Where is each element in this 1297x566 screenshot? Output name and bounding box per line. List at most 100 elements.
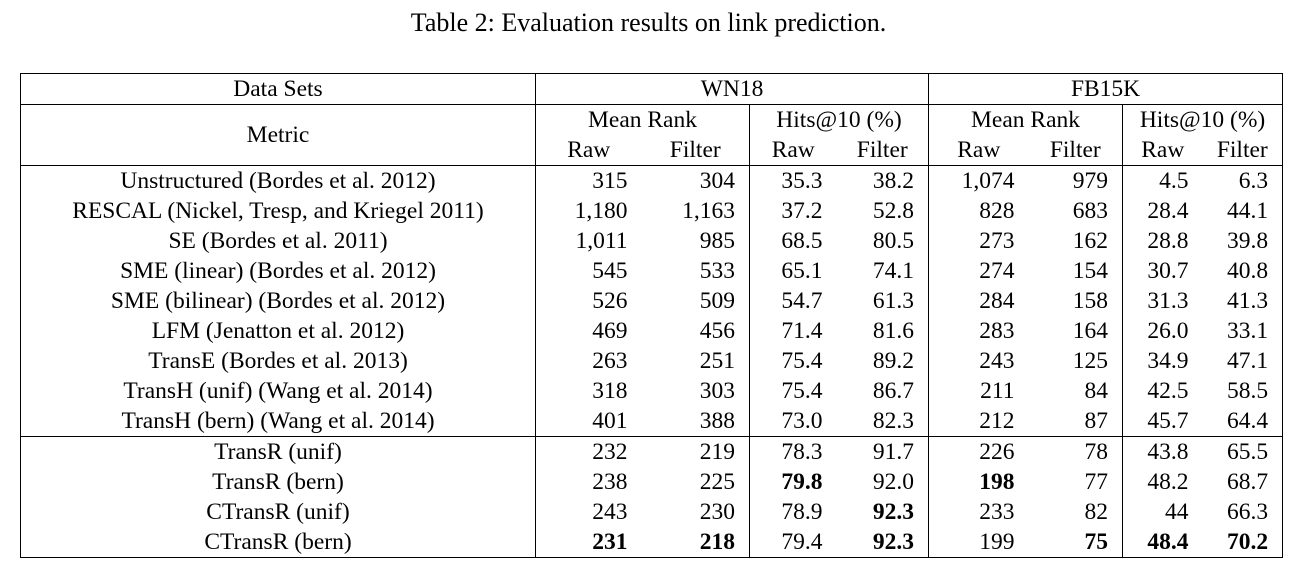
metric-value: 526 xyxy=(535,286,642,316)
metric-value: 65.1 xyxy=(749,256,837,286)
metric-value: 274 xyxy=(928,256,1029,286)
fb15k-header: FB15K xyxy=(928,73,1283,105)
metric-value: 284 xyxy=(928,286,1029,316)
method-name: SME (bilinear) (Bordes et al. 2012) xyxy=(110,288,446,314)
fb15k-hits-raw-header: Raw xyxy=(1122,135,1203,166)
metric-value: 232 xyxy=(535,436,642,467)
fb15k-hits-filter-header: Filter xyxy=(1216,137,1268,163)
table-row: Unstructured (Bordes et al. 2012) 315 304 3… xyxy=(20,165,1283,196)
metric-value: 1,074 xyxy=(928,165,1029,196)
table-row: TransR (bern) 238 225 79.8 92.0 198 77 48.2 68.7 xyxy=(21,467,1283,497)
metric-value: 251 xyxy=(699,348,735,374)
metric-value: 61.3 xyxy=(872,288,915,314)
fb15k-mr-raw-header: Raw xyxy=(928,135,1029,166)
wn18-hits-filter-header: Filter xyxy=(856,137,908,163)
metric-value: 91.7 xyxy=(836,436,929,467)
metric-value: 4.5 xyxy=(1122,165,1203,196)
table-row: TransH (bern) (Wang et al. 2014) 401 388 73… xyxy=(21,406,1283,437)
metric-value: 75 xyxy=(1084,529,1109,555)
metric-value: 230 xyxy=(699,499,735,525)
wn18-mean-rank-header: Mean Rank xyxy=(535,104,750,135)
fb15k-mean-rank-header: Mean Rank xyxy=(928,104,1123,135)
metric-value: 263 xyxy=(535,346,642,376)
metric-value: 77 xyxy=(1084,469,1109,495)
metric-value: 212 xyxy=(928,406,1029,437)
metric-value: 545 xyxy=(535,256,642,286)
results-table: Data Sets WN18 FB15K Metric Mean Rank Hi… xyxy=(20,73,1284,558)
metric-value: 79.4 xyxy=(749,527,837,558)
metric-value: 58.5 xyxy=(1226,378,1269,404)
metric-value: 42.5 xyxy=(1122,376,1203,406)
metric-value: 74.1 xyxy=(872,258,915,284)
metric-value: 243 xyxy=(535,497,642,527)
metric-value: 75.4 xyxy=(749,346,837,376)
method-name: SME (linear) (Bordes et al. 2012) xyxy=(120,258,436,284)
metric-value: 233 xyxy=(928,497,1029,527)
metric-value: 47.1 xyxy=(1226,348,1269,374)
metric-value: 40.8 xyxy=(1226,258,1269,284)
metric-value: 37.2 xyxy=(749,196,837,226)
metric-value: 31.3 xyxy=(1122,286,1203,316)
metric-value: 89.2 xyxy=(872,348,915,374)
metric-value: 154 xyxy=(1072,258,1109,284)
metric-value: 81.6 xyxy=(872,318,915,344)
metric-value: 79.8 xyxy=(749,467,837,497)
baseline-results: Unstructured (Bordes et al. 2012) 315 304 3… xyxy=(20,165,1283,437)
metric-value: 64.4 xyxy=(1226,408,1269,434)
metric-value: 683 xyxy=(1072,198,1109,224)
metric-value: 86.7 xyxy=(872,378,915,404)
metric-value: 78.3 xyxy=(749,436,837,467)
metric-value: 1,163 xyxy=(682,198,735,224)
method-name: CTransR (bern) xyxy=(204,529,352,555)
metric-value: 158 xyxy=(1072,288,1109,314)
metric-value: 73.0 xyxy=(749,406,837,437)
metric-value: 283 xyxy=(928,316,1029,346)
metric-value: 199 xyxy=(928,527,1029,558)
table-row: RESCAL (Nickel, Tresp, and Kriegel 2011)… xyxy=(21,196,1283,226)
method-name: TransE (Bordes et al. 2013) xyxy=(148,348,408,374)
metric-value: 80.5 xyxy=(872,228,915,254)
metric-value: 82 xyxy=(1084,499,1109,525)
metric-value: 273 xyxy=(928,226,1029,256)
metric-value: 26.0 xyxy=(1122,316,1203,346)
metric-value: 44 xyxy=(1122,497,1203,527)
method-name: Unstructured (Bordes et al. 2012) xyxy=(20,165,536,196)
metric-value: 509 xyxy=(699,288,735,314)
metric-value: 43.8 xyxy=(1122,436,1203,467)
method-name: RESCAL (Nickel, Tresp, and Kriegel 2011) xyxy=(72,198,484,224)
metric-value: 456 xyxy=(699,318,735,344)
metric-value: 125 xyxy=(1072,348,1109,374)
metric-value: 985 xyxy=(699,228,735,254)
metric-value: 304 xyxy=(641,165,750,196)
metric-value: 39.8 xyxy=(1226,228,1269,254)
method-name: TransR (bern) xyxy=(212,469,344,495)
metric-value: 164 xyxy=(1072,318,1109,344)
metric-value: 87 xyxy=(1084,408,1109,434)
method-name: LFM (Jenatton et al. 2012) xyxy=(151,318,405,344)
metric-value: 198 xyxy=(928,467,1029,497)
metric-value: 243 xyxy=(928,346,1029,376)
metric-value: 318 xyxy=(535,376,642,406)
method-name: CTransR (unif) xyxy=(206,499,350,525)
metric-value: 238 xyxy=(535,467,642,497)
metric-value: 41.3 xyxy=(1226,288,1269,314)
table-row: TransR (unif) 232 219 78.3 91.7 226 78 43.8 65.5 xyxy=(20,436,1283,467)
metric-value: 92.0 xyxy=(872,469,915,495)
table-caption: Table 2: Evaluation results on link pred… xyxy=(410,8,887,37)
metric-value: 52.8 xyxy=(872,198,915,224)
metric-value: 75.4 xyxy=(749,376,837,406)
method-name: TransH (unif) (Wang et al. 2014) xyxy=(123,378,433,404)
table-row: SME (linear) (Bordes et al. 2012) 545 533 6… xyxy=(21,256,1283,286)
table-row: CTransR (unif) 243 230 78.9 92.3 233 82 44 66.3 xyxy=(21,497,1283,527)
wn18-hits10-header: Hits@10 (%) xyxy=(748,104,929,135)
metric-value: 44.1 xyxy=(1226,198,1269,224)
table-row: SE (Bordes et al. 2011) 1,011 985 68.5 80.5 2… xyxy=(21,226,1283,256)
metric-value: 828 xyxy=(928,196,1029,226)
metric-value: 533 xyxy=(699,258,735,284)
table-row: TransH (unif) (Wang et al. 2014) 318 303 75… xyxy=(21,376,1283,406)
metric-value: 68.7 xyxy=(1226,469,1269,495)
metric-value: 48.2 xyxy=(1122,467,1203,497)
metric-value: 45.7 xyxy=(1122,406,1203,437)
metric-value: 388 xyxy=(699,408,735,434)
metric-value: 218 xyxy=(699,529,735,555)
